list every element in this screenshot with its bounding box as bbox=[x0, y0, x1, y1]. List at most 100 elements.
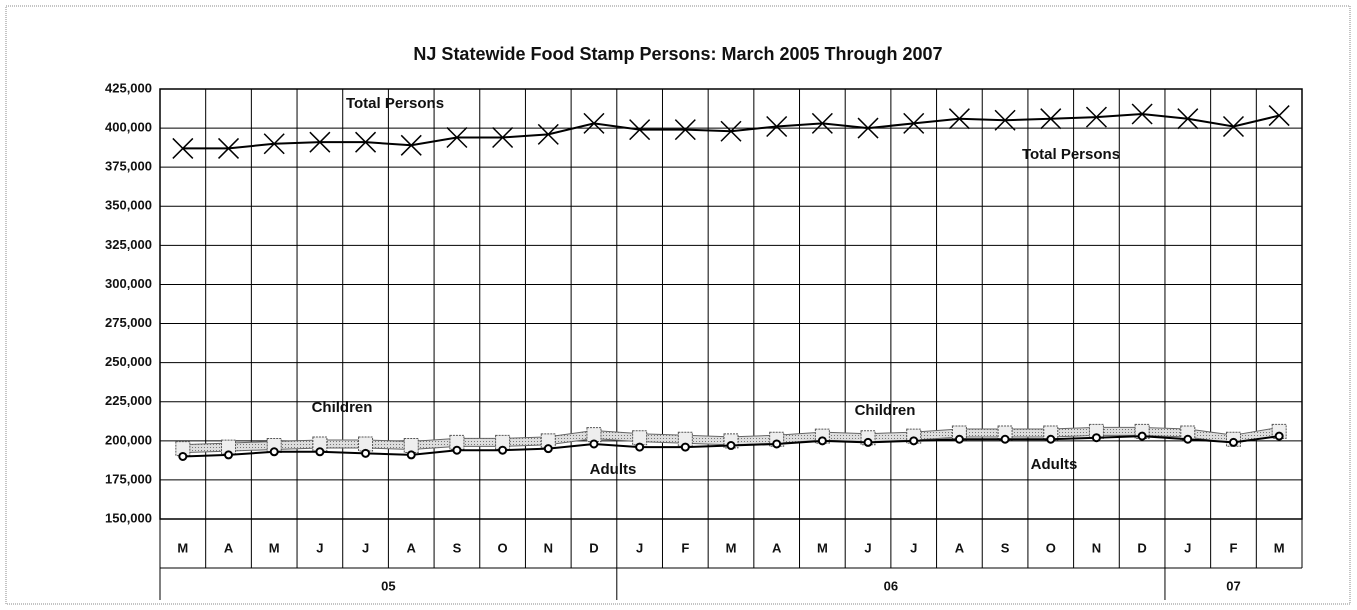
annotation: Adults bbox=[590, 461, 637, 478]
marker bbox=[994, 109, 1016, 131]
annotation: Children bbox=[312, 399, 373, 416]
marker bbox=[269, 447, 279, 457]
marker bbox=[903, 112, 925, 134]
x-tick-label: N bbox=[544, 540, 553, 555]
marker bbox=[1085, 106, 1107, 128]
x-tick-label: S bbox=[453, 540, 462, 555]
marker bbox=[863, 437, 873, 447]
y-tick-label: 200,000 bbox=[105, 432, 152, 447]
marker bbox=[635, 442, 645, 452]
year-label: 06 bbox=[884, 578, 898, 593]
marker bbox=[446, 126, 468, 149]
marker bbox=[674, 119, 696, 141]
x-tick-label: N bbox=[1092, 540, 1101, 555]
marker bbox=[772, 439, 782, 449]
marker bbox=[1040, 108, 1062, 130]
marker bbox=[909, 436, 919, 446]
marker bbox=[452, 445, 462, 455]
marker bbox=[1000, 434, 1010, 444]
marker bbox=[1274, 431, 1284, 441]
x-tick-label: J bbox=[910, 540, 917, 555]
x-tick-label: M bbox=[726, 540, 737, 555]
marker bbox=[1091, 433, 1101, 443]
x-tick-label: O bbox=[1046, 540, 1056, 555]
marker bbox=[1183, 434, 1193, 444]
annotation: Children bbox=[855, 402, 916, 419]
marker bbox=[263, 133, 285, 155]
y-tick-label: 250,000 bbox=[105, 354, 152, 369]
marker bbox=[1268, 105, 1290, 127]
marker bbox=[406, 450, 416, 460]
year-label: 05 bbox=[381, 578, 395, 593]
y-tick-label: 425,000 bbox=[105, 80, 152, 95]
marker bbox=[589, 439, 599, 449]
x-tick-label: M bbox=[1274, 540, 1285, 555]
y-tick-label: 225,000 bbox=[105, 393, 152, 408]
marker bbox=[537, 123, 559, 145]
marker bbox=[1222, 115, 1245, 138]
marker bbox=[948, 108, 970, 130]
x-tick-label: J bbox=[362, 540, 369, 555]
marker bbox=[1131, 103, 1153, 125]
x-tick-label: A bbox=[224, 540, 234, 555]
marker bbox=[811, 112, 833, 134]
marker bbox=[817, 436, 827, 446]
marker bbox=[583, 112, 605, 134]
plot-border bbox=[159, 88, 1303, 520]
marker bbox=[355, 131, 377, 153]
marker bbox=[766, 115, 788, 138]
y-tick-label: 375,000 bbox=[105, 159, 152, 174]
marker bbox=[361, 448, 371, 458]
marker bbox=[1046, 434, 1056, 444]
chart-title: NJ Statewide Food Stamp Persons: March 2… bbox=[413, 44, 942, 64]
x-tick-label: O bbox=[498, 540, 508, 555]
marker bbox=[1177, 108, 1199, 130]
x-tick-label: J bbox=[864, 540, 871, 555]
marker bbox=[172, 137, 194, 159]
marker bbox=[178, 451, 188, 461]
marker bbox=[543, 444, 553, 454]
marker bbox=[217, 137, 240, 159]
x-tick-label: F bbox=[681, 540, 689, 555]
year-label: 07 bbox=[1226, 578, 1240, 593]
x-tick-label: J bbox=[316, 540, 323, 555]
x-tick-label: M bbox=[817, 540, 828, 555]
x-tick-label: M bbox=[269, 540, 280, 555]
marker bbox=[857, 117, 879, 139]
y-tick-label: 400,000 bbox=[105, 120, 152, 135]
marker bbox=[1137, 431, 1147, 441]
x-tick-label: A bbox=[407, 540, 417, 555]
x-tick-label: M bbox=[177, 540, 188, 555]
x-tick-label: F bbox=[1230, 540, 1238, 555]
marker bbox=[224, 450, 234, 460]
frame bbox=[5, 5, 1351, 605]
x-tick-label: J bbox=[1184, 540, 1191, 555]
y-tick-label: 275,000 bbox=[105, 315, 152, 330]
marker bbox=[726, 441, 736, 451]
annotation: Total Persons bbox=[346, 95, 444, 112]
marker bbox=[1228, 437, 1238, 447]
x-tick-label: J bbox=[636, 540, 643, 555]
x-tick-label: S bbox=[1001, 540, 1010, 555]
x-tick-label: D bbox=[1137, 540, 1146, 555]
y-tick-label: 325,000 bbox=[105, 237, 152, 252]
annotation: Total Persons bbox=[1022, 146, 1120, 163]
marker bbox=[492, 126, 514, 149]
marker bbox=[954, 434, 964, 444]
marker bbox=[629, 119, 651, 141]
x-tick-label: D bbox=[589, 540, 598, 555]
y-tick-label: 350,000 bbox=[105, 198, 152, 213]
y-tick-label: 300,000 bbox=[105, 276, 152, 291]
marker bbox=[680, 442, 690, 452]
marker bbox=[400, 134, 422, 156]
y-tick-label: 150,000 bbox=[105, 510, 152, 525]
y-tick-label: 175,000 bbox=[105, 471, 152, 486]
x-tick-label: A bbox=[955, 540, 965, 555]
marker bbox=[315, 447, 325, 457]
x-tick-label: A bbox=[772, 540, 782, 555]
marker bbox=[309, 131, 331, 153]
marker bbox=[498, 445, 508, 455]
annotation: Adults bbox=[1031, 456, 1078, 473]
marker bbox=[720, 120, 742, 142]
